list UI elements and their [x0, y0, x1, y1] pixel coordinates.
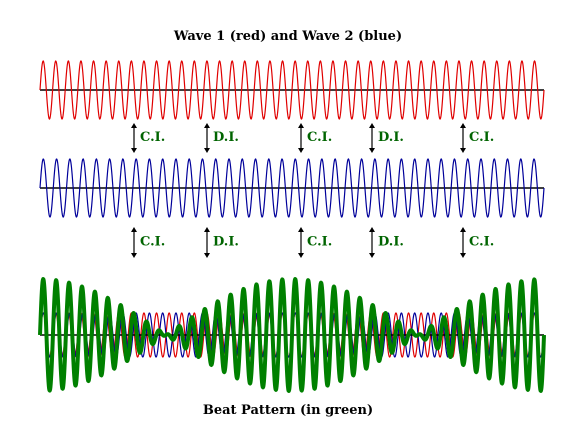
row-1-marker: C.I.	[131, 123, 165, 153]
row-1-marker: C.I.	[460, 123, 494, 153]
arrow-down-icon	[131, 148, 137, 153]
markers-row-1: C.I. D.I. C.I. D.I. C.I.	[131, 123, 494, 153]
arrow-down-icon	[204, 148, 210, 153]
wave-1-curve	[39, 60, 545, 120]
arrow-up-icon	[131, 227, 137, 232]
arrow-up-icon	[298, 123, 304, 128]
row-2-marker: D.I.	[204, 227, 239, 258]
arrow-down-icon	[460, 148, 466, 153]
wave-1-red	[39, 60, 545, 120]
arrow-down-icon	[460, 253, 466, 258]
row-1-marker: D.I.	[369, 123, 404, 153]
beat-caption: Beat Pattern (in green)	[203, 403, 373, 418]
marker-label: C.I.	[469, 130, 494, 145]
marker-label: C.I.	[307, 235, 332, 250]
row-2-marker: C.I.	[460, 227, 494, 258]
arrow-down-icon	[298, 148, 304, 153]
marker-label: C.I.	[469, 235, 494, 250]
marker-label: C.I.	[140, 130, 165, 145]
arrow-down-icon	[369, 148, 375, 153]
arrow-down-icon	[204, 253, 210, 258]
arrow-down-icon	[369, 253, 375, 258]
marker-label: C.I.	[307, 130, 332, 145]
arrow-up-icon	[369, 227, 375, 232]
markers-row-2: C.I. D.I. C.I. D.I. C.I.	[131, 227, 494, 258]
row-2-marker: C.I.	[298, 227, 332, 258]
row-1-marker: D.I.	[204, 123, 239, 153]
arrow-down-icon	[131, 253, 137, 258]
marker-label: D.I.	[378, 130, 404, 145]
arrow-up-icon	[460, 227, 466, 232]
marker-label: D.I.	[378, 235, 404, 250]
row-2-marker: C.I.	[131, 227, 165, 258]
row-1-marker: C.I.	[298, 123, 332, 153]
marker-label: D.I.	[213, 130, 239, 145]
arrow-up-icon	[204, 123, 210, 128]
wave-2-curve	[39, 158, 545, 218]
wave-2-blue	[39, 158, 545, 218]
beat-pattern	[38, 277, 546, 393]
arrow-up-icon	[460, 123, 466, 128]
marker-label: D.I.	[213, 235, 239, 250]
arrow-up-icon	[298, 227, 304, 232]
arrow-up-icon	[131, 123, 137, 128]
marker-label: C.I.	[140, 235, 165, 250]
arrow-down-icon	[298, 253, 304, 258]
row-2-marker: D.I.	[369, 227, 404, 258]
arrow-up-icon	[204, 227, 210, 232]
beat-curve	[38, 277, 546, 393]
diagram-title: Wave 1 (red) and Wave 2 (blue)	[173, 29, 402, 44]
arrow-up-icon	[369, 123, 375, 128]
